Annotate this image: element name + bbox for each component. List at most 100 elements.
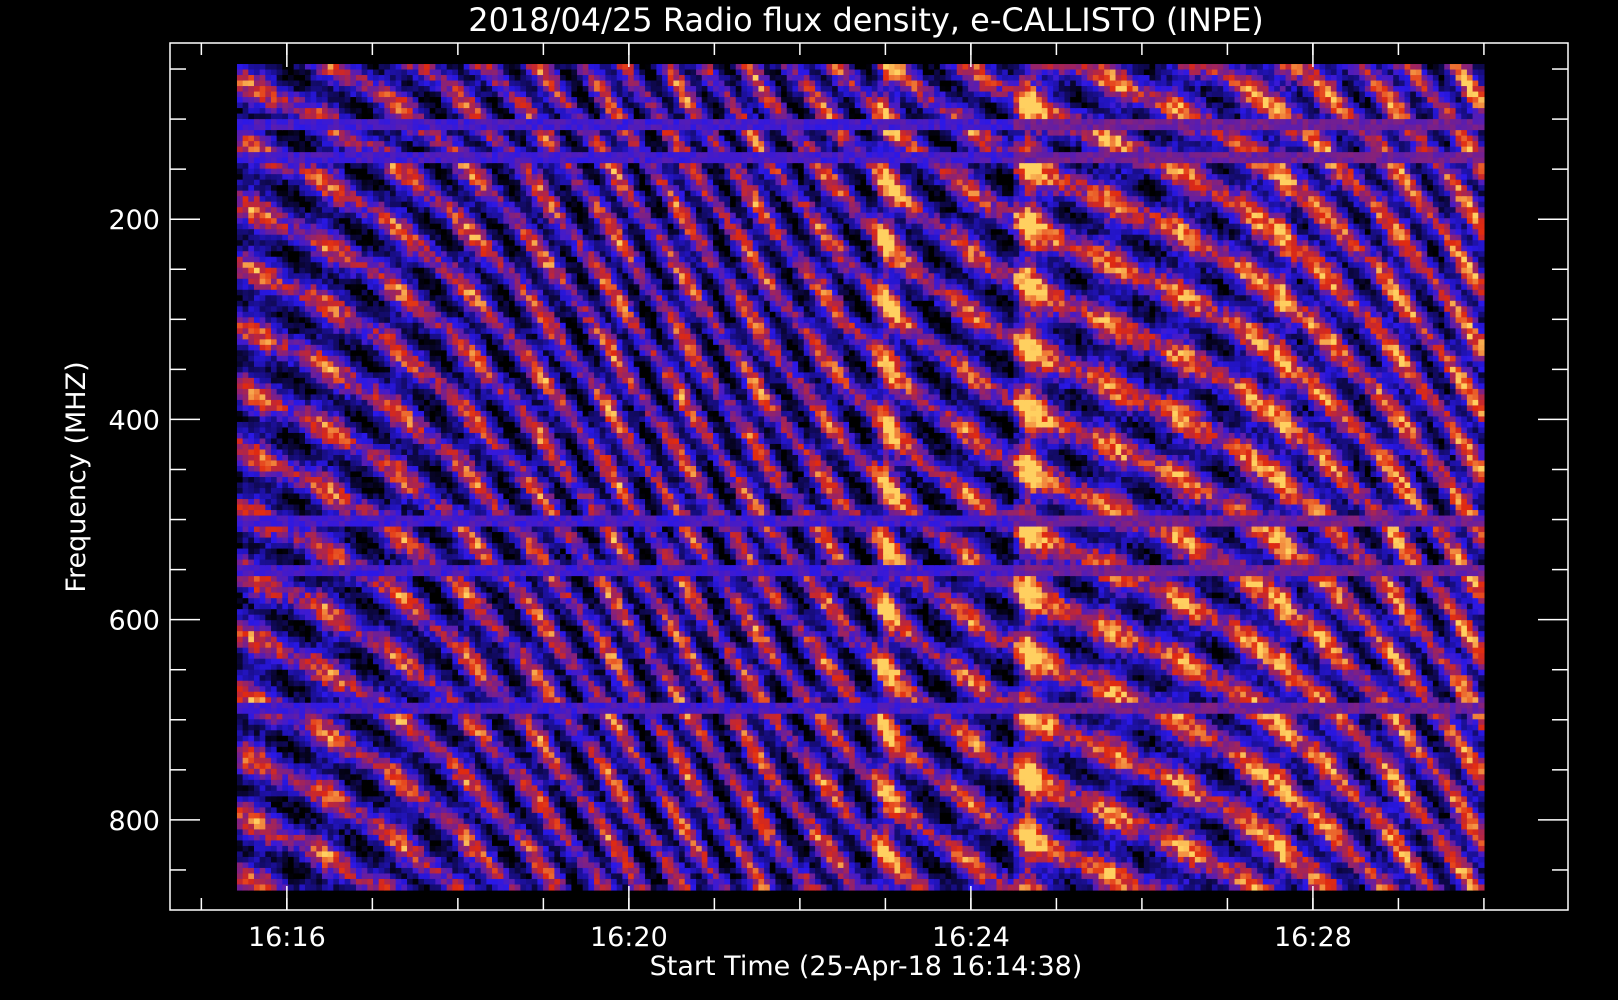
heatmap-cell <box>288 405 294 411</box>
heatmap-cell <box>322 218 328 224</box>
heatmap-cell <box>299 714 305 720</box>
heatmap-cell <box>299 400 305 406</box>
heatmap-cell <box>299 868 305 874</box>
heatmap-cell <box>237 637 243 643</box>
heatmap-cell <box>350 483 356 489</box>
heatmap-cell <box>316 389 322 395</box>
heatmap-cell <box>254 807 260 813</box>
heatmap-cell <box>367 483 373 489</box>
heatmap-cell <box>339 356 345 362</box>
heatmap-cell <box>294 824 300 830</box>
heatmap-cell <box>237 703 243 709</box>
heatmap-cell <box>339 884 345 890</box>
heatmap-cell <box>367 884 373 890</box>
heatmap-cell <box>260 471 266 477</box>
heatmap-cell <box>299 97 305 103</box>
heatmap-cell <box>322 697 328 703</box>
heatmap-cell <box>311 328 317 334</box>
heatmap-cell <box>339 141 345 147</box>
heatmap-cell <box>362 758 368 764</box>
heatmap-cell <box>288 648 294 654</box>
heatmap-cell <box>379 389 385 395</box>
heatmap-cell <box>265 708 271 714</box>
heatmap-cell <box>277 521 283 527</box>
heatmap-cell <box>248 609 254 615</box>
heatmap-cell <box>311 708 317 714</box>
heatmap-cell <box>254 312 260 318</box>
heatmap-cell <box>362 796 368 802</box>
heatmap-cell <box>362 81 368 87</box>
heatmap-cell <box>350 169 356 175</box>
heatmap-cell <box>305 180 311 186</box>
heatmap-cell <box>237 466 243 472</box>
heatmap-cell <box>260 543 266 549</box>
heatmap-cell <box>362 284 368 290</box>
heatmap-cell <box>271 653 277 659</box>
heatmap-cell <box>237 356 243 362</box>
heatmap-cell <box>362 576 368 582</box>
heatmap-cell <box>305 372 311 378</box>
heatmap-cell <box>311 103 317 109</box>
heatmap-cell <box>288 758 294 764</box>
heatmap-cell <box>339 246 345 252</box>
heatmap-cell <box>367 339 373 345</box>
heatmap-cell <box>271 158 277 164</box>
heatmap-cell <box>277 64 283 70</box>
heatmap-cell <box>333 257 339 263</box>
heatmap-cell <box>265 868 271 874</box>
heatmap-cell <box>367 312 373 318</box>
heatmap-cell <box>316 499 322 505</box>
heatmap-cell <box>243 433 249 439</box>
heatmap-cell <box>373 290 379 296</box>
heatmap-cell <box>237 108 243 114</box>
heatmap-cell <box>373 180 379 186</box>
heatmap-cell <box>362 664 368 670</box>
heatmap-cell <box>362 328 368 334</box>
heatmap-cell <box>356 664 362 670</box>
heatmap-cell <box>243 774 249 780</box>
heatmap-cell <box>282 884 288 890</box>
heatmap-cell <box>294 565 300 571</box>
heatmap-cell <box>243 262 249 268</box>
heatmap-cell <box>299 736 305 742</box>
heatmap-cell <box>248 251 254 257</box>
heatmap-cell <box>328 141 334 147</box>
heatmap-cell <box>271 769 277 775</box>
heatmap-cell <box>254 328 260 334</box>
heatmap-cell <box>288 813 294 819</box>
heatmap-cell <box>299 185 305 191</box>
heatmap-cell <box>243 257 249 263</box>
heatmap-cell <box>356 339 362 345</box>
heatmap-cell <box>265 235 271 241</box>
heatmap-cell <box>288 664 294 670</box>
heatmap-cell <box>299 549 305 555</box>
heatmap-cell <box>271 598 277 604</box>
heatmap-cell <box>333 444 339 450</box>
heatmap-cell <box>322 763 328 769</box>
heatmap-cell <box>294 350 300 356</box>
heatmap-cell <box>316 301 322 307</box>
heatmap-cell <box>271 538 277 544</box>
heatmap-cell <box>328 758 334 764</box>
heatmap-cell <box>345 125 351 131</box>
heatmap-cell <box>294 675 300 681</box>
heatmap-cell <box>373 747 379 753</box>
heatmap-cell <box>299 824 305 830</box>
heatmap-cell <box>254 455 260 461</box>
heatmap-cell <box>237 846 243 852</box>
heatmap-cell <box>243 873 249 879</box>
heatmap-cell <box>328 725 334 731</box>
heatmap-cell <box>299 884 305 890</box>
heatmap-cell <box>362 119 368 125</box>
heatmap-cell <box>333 780 339 786</box>
heatmap-cell <box>294 818 300 824</box>
heatmap-cell <box>260 207 266 213</box>
heatmap-cell <box>322 416 328 422</box>
heatmap-cell <box>282 279 288 285</box>
heatmap-cell <box>339 70 345 76</box>
heatmap-cell <box>271 736 277 742</box>
heatmap-cell <box>305 262 311 268</box>
heatmap-cell <box>260 152 266 158</box>
heatmap-cell <box>271 730 277 736</box>
heatmap-cell <box>367 736 373 742</box>
